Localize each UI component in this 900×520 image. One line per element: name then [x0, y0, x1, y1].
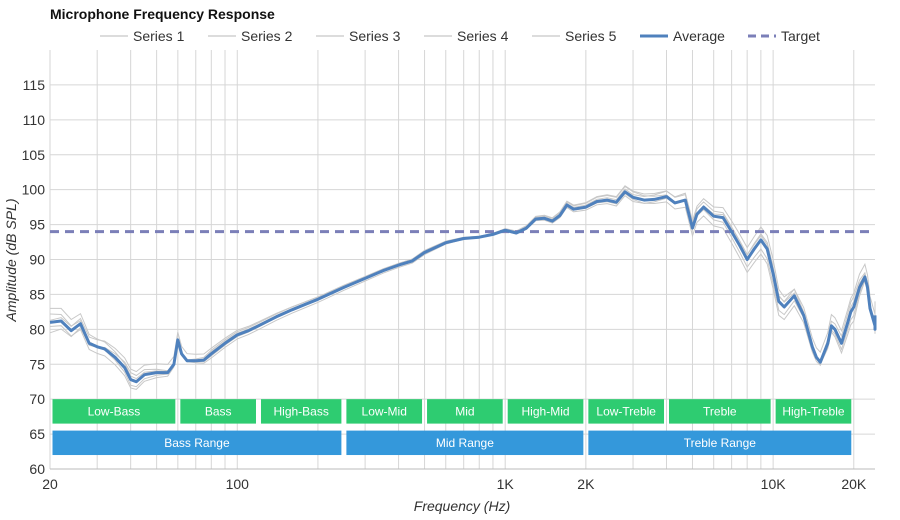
band-label: High-Bass [274, 404, 329, 418]
band-bass-range [52, 430, 342, 456]
series-line-5 [49, 185, 876, 373]
band-bass [180, 399, 256, 424]
legend-label: Average [673, 28, 725, 44]
band-low-bass [52, 399, 176, 424]
y-tick-label: 115 [23, 77, 46, 93]
band-label: Mid [455, 404, 474, 418]
x-tick-label: 100 [226, 476, 250, 492]
band-mid [427, 399, 503, 424]
y-tick-label: 75 [29, 356, 45, 372]
series-line-4 [50, 193, 876, 380]
x-axis-ticks: 20 100 1K 2K 10K 20K [42, 476, 867, 492]
band-label: Low-Treble [596, 404, 656, 418]
y-tick-label: 70 [29, 391, 45, 407]
band-label: Bass [205, 404, 232, 418]
band-label: Low-Mid [362, 404, 407, 418]
y-axis-label: Amplitude (dB SPL) [3, 199, 19, 323]
x-tick-label: 10K [761, 476, 787, 492]
x-axis-label: Frequency (Hz) [414, 498, 510, 514]
legend-label: Series 1 [133, 28, 185, 44]
band-high-mid [507, 399, 584, 424]
series-line-1 [49, 185, 876, 377]
x-tick-label: 20K [841, 476, 867, 492]
y-tick-label: 105 [22, 147, 46, 163]
legend-label: Series 3 [349, 28, 401, 44]
y-tick-label: 95 [29, 217, 45, 233]
y-tick-label: 85 [29, 286, 45, 302]
band-high-treble [775, 399, 852, 424]
y-axis-ticks: 60 65 70 75 80 85 90 95 100 105 110 115 [22, 77, 46, 477]
x-tick-label: 20 [42, 476, 58, 492]
y-tick-label: 60 [29, 461, 45, 477]
band-label: Treble [703, 404, 737, 418]
y-tick-label: 90 [29, 252, 45, 268]
y-tick-label: 100 [22, 182, 46, 198]
y-tick-label: 110 [23, 112, 46, 128]
legend-label: Series 4 [457, 28, 509, 44]
band-label: Mid Range [436, 436, 494, 450]
average-line [49, 190, 877, 384]
x-tick-label: 1K [497, 476, 515, 492]
band-low-mid [346, 399, 423, 424]
band-high-bass [260, 399, 342, 424]
band-treble [669, 399, 771, 424]
legend-label: Series 2 [241, 28, 293, 44]
legend-label: Series 5 [565, 28, 617, 44]
x-tick-label: 2K [577, 476, 595, 492]
chart-grid [49, 50, 875, 470]
y-tick-label: 80 [29, 321, 45, 337]
band-label: High-Treble [782, 404, 845, 418]
band-label: High-Mid [522, 404, 570, 418]
legend-label: Target [781, 28, 820, 44]
band-low-treble [588, 399, 665, 424]
y-tick-label: 65 [29, 426, 45, 442]
band-mid-range [346, 430, 584, 456]
series-lines [49, 185, 877, 390]
chart-title: Microphone Frequency Response [50, 6, 275, 22]
chart-legend: Series 1 Series 2 Series 3 Series 4 Series 5… [100, 28, 820, 44]
band-label: Bass Range [164, 436, 230, 450]
band-label: Low-Bass [88, 404, 141, 418]
band-treble-range [588, 430, 852, 456]
band-label: Treble Range [684, 436, 757, 450]
frequency-bands: Low-Bass Bass High-Bass Low-Mid Mid High-Mid L… [52, 399, 852, 456]
